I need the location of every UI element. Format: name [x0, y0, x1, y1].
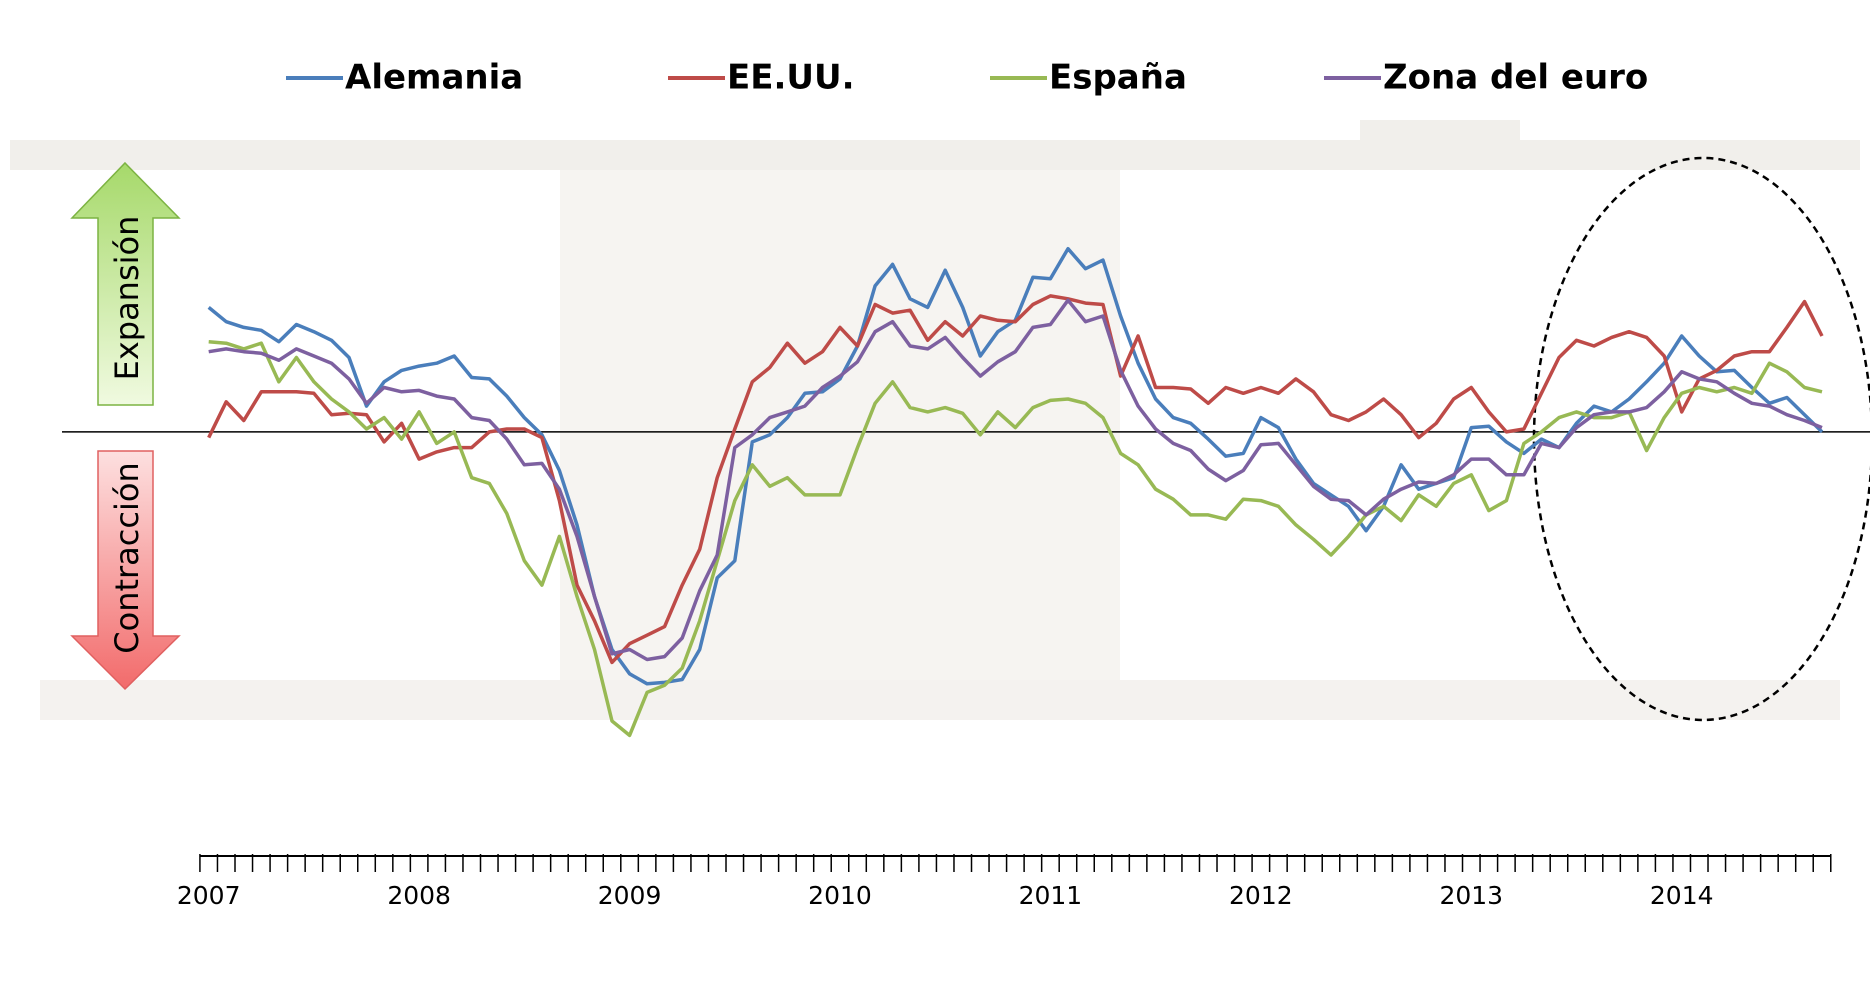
legend-label: Alemania: [345, 58, 523, 98]
annotation: Expansión: [108, 216, 146, 381]
legend-label: España: [1049, 58, 1187, 98]
legend-label: EE.UU.: [727, 58, 855, 98]
chart: Expansión Contracción 2007 2008 2009 2010 20…: [0, 0, 1870, 984]
x-tick-label: 2013: [1439, 881, 1503, 910]
annotation: Contracción: [108, 462, 146, 653]
x-tick-label: 2007: [177, 881, 241, 910]
x-tick-label: 2012: [1229, 881, 1293, 910]
highlight-ellipse: [1534, 158, 1870, 720]
x-tick-label: 2010: [808, 881, 872, 910]
x-tick-label: 2008: [387, 881, 451, 910]
x-tick-label: 2011: [1019, 881, 1083, 910]
x-tick-label: 2009: [598, 881, 662, 910]
x-tick-label: 2014: [1650, 881, 1714, 910]
background: [10, 120, 1860, 720]
legend-label: Zona del euro: [1383, 58, 1648, 98]
